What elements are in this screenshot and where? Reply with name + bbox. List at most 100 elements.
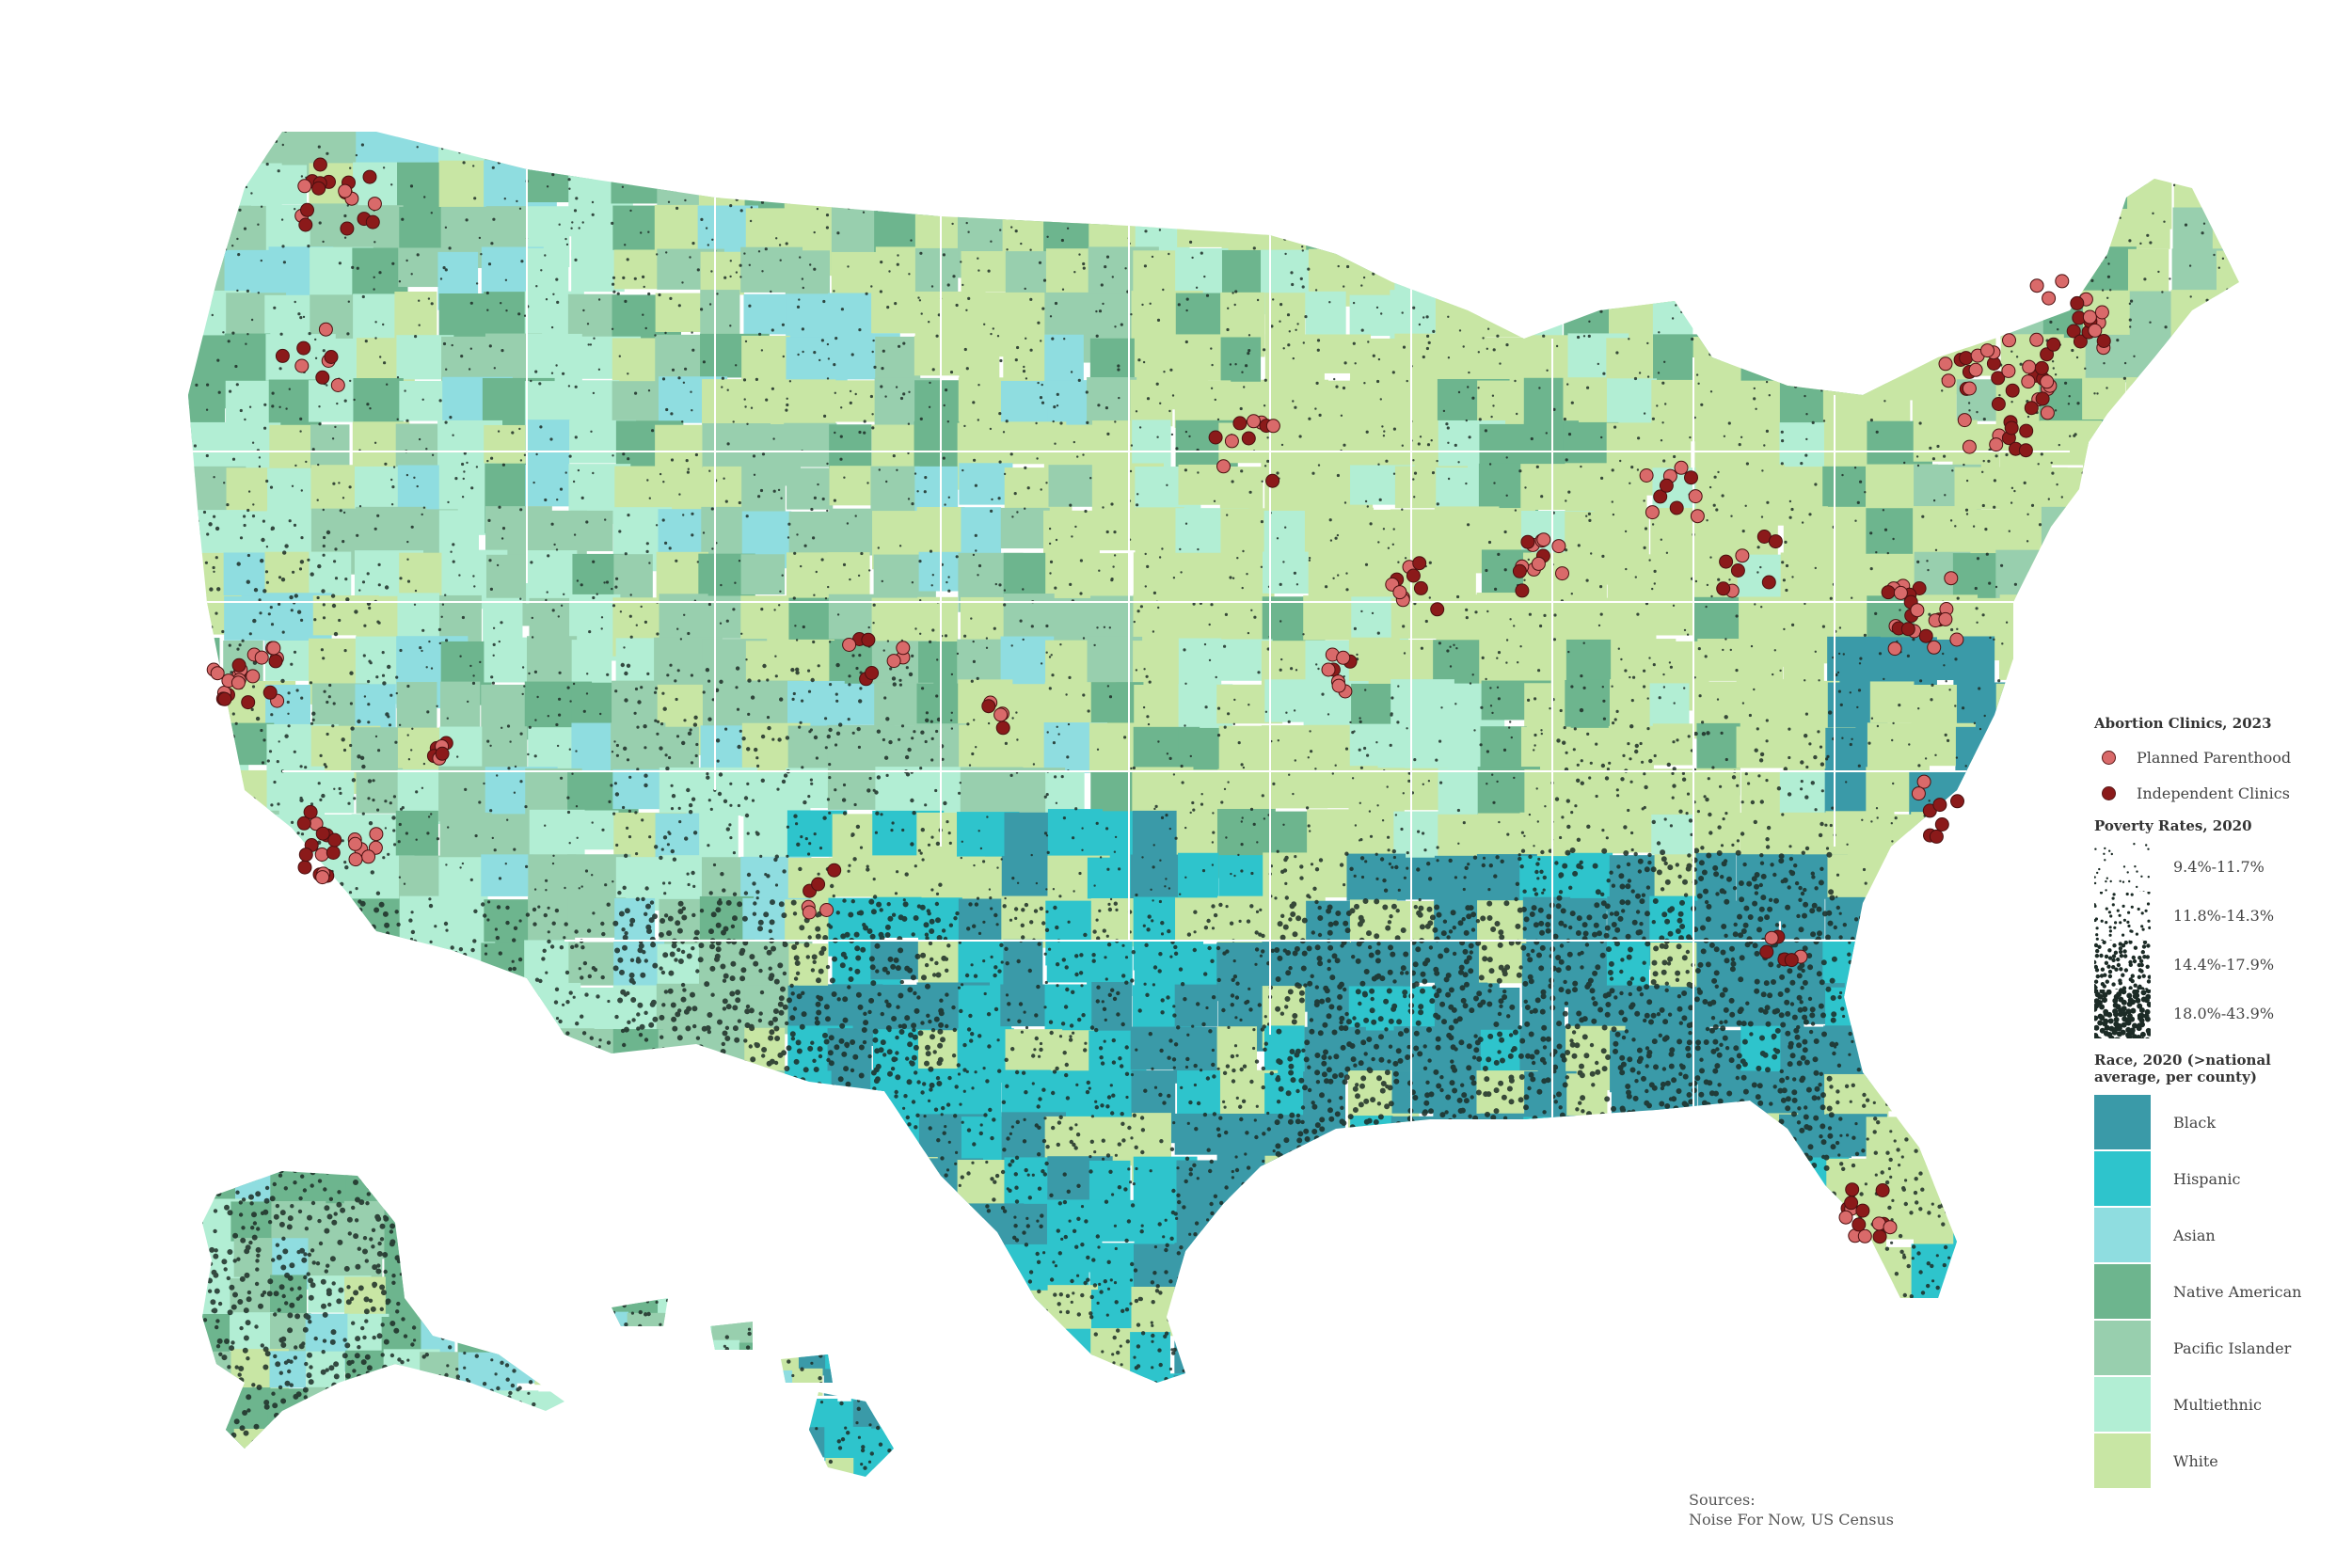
planned-parenthood-marker: [2094, 305, 2109, 320]
independent-clinic-marker: [2019, 423, 2034, 438]
independent-clinic-marker: [2046, 337, 2061, 352]
planned-parenthood-marker: [1893, 585, 1908, 600]
independent-clinic-marker: [827, 863, 842, 878]
planned-parenthood-marker: [2001, 363, 2016, 378]
legend-label: Black: [2173, 1113, 2217, 1132]
planned-parenthood-marker: [2040, 374, 2055, 389]
planned-parenthood-marker: [348, 836, 363, 851]
independent-clinic-marker: [2034, 360, 2049, 375]
legend-item-native-american: Native American: [2094, 1263, 2339, 1320]
independent-clinic-marker: [811, 877, 826, 892]
planned-parenthood-marker: [1216, 459, 1231, 474]
planned-parenthood-marker: [318, 322, 333, 337]
planned-parenthood-marker: [1911, 786, 1926, 801]
planned-parenthood-marker: [1962, 381, 1977, 396]
planned-parenthood-marker: [1887, 641, 1902, 657]
independent-clinic-marker: [981, 699, 996, 714]
planned-parenthood-marker: [993, 707, 1009, 722]
planned-parenthood-marker: [1968, 362, 1983, 377]
independent-clinic-marker: [231, 657, 246, 673]
independent-clinic-marker: [2066, 324, 2081, 339]
planned-parenthood-marker: [2042, 291, 2057, 306]
planned-parenthood-marker: [1735, 548, 1750, 563]
planned-parenthood-marker: [2029, 278, 2044, 293]
planned-parenthood-marker: [2088, 323, 2103, 338]
independent-clinic-marker: [1265, 473, 1280, 488]
poverty-swatch: [2094, 989, 2151, 1038]
planned-parenthood-marker: [1392, 585, 1407, 600]
planned-parenthood-marker: [1224, 434, 1239, 449]
independent-clinic-marker: [1872, 1229, 1887, 1244]
planned-parenthood-marker: [1910, 603, 1925, 618]
independent-clinic-marker: [1684, 470, 1698, 485]
planned-parenthood-marker: [1265, 419, 1280, 434]
planned-parenthood-marker: [1531, 556, 1546, 571]
independent-clinic-marker: [1512, 563, 1527, 578]
independent-clinic-marker: [275, 348, 290, 363]
independent-clinic-marker: [1845, 1182, 1860, 1197]
race-swatch: [2094, 1433, 2151, 1488]
legend-label: Asian: [2173, 1226, 2216, 1244]
independent-clinic-marker: [1515, 583, 1530, 598]
independent-clinic-marker: [340, 221, 355, 236]
race-legend: Race, 2020 (>national average, per count…: [2094, 1052, 2339, 1490]
independent-clinic-marker: [1768, 534, 1783, 549]
legend-label: 9.4%-11.7%: [2173, 858, 2265, 876]
planned-parenthood-marker: [896, 641, 911, 656]
independent-clinic-marker: [2073, 334, 2088, 349]
independent-clinic-marker: [327, 832, 342, 847]
planned-parenthood-marker: [1949, 632, 1964, 647]
legend-item-white: White: [2094, 1433, 2339, 1489]
independent-clinic-marker: [298, 217, 313, 232]
independent-clinic-marker: [1520, 534, 1535, 549]
planned-parenthood-marker: [369, 827, 384, 842]
planned-parenthood-marker: [297, 179, 312, 194]
legend-item-poverty-1: 9.4%-11.7%: [2094, 842, 2339, 892]
planned-parenthood-marker: [1551, 539, 1566, 554]
independent-clinic-marker: [2035, 391, 2050, 406]
independent-clinic-marker: [865, 666, 880, 680]
legend-item-poverty-3: 14.4%-17.9%: [2094, 940, 2339, 990]
independent-clinic-marker: [861, 632, 876, 647]
planned-parenthood-marker: [886, 654, 901, 669]
planned-parenthood-marker: [367, 197, 382, 212]
planned-parenthood-marker: [1688, 489, 1703, 504]
independent-clinic-marker: [362, 169, 377, 184]
legend-item-independent-clinics: Independent Clinics: [2094, 776, 2339, 812]
planned-parenthood-marker: [2022, 359, 2037, 374]
planned-parenthood-marker: [330, 378, 345, 392]
planned-parenthood-marker: [1957, 413, 1972, 428]
independent-clinic-marker: [435, 746, 450, 761]
legend-label: Hispanic: [2173, 1169, 2241, 1188]
planned-parenthood-marker: [1941, 373, 1956, 388]
independent-clinic-marker: [1716, 581, 1731, 596]
independent-clinic-marker: [1406, 568, 1421, 583]
independent-clinic-marker: [312, 157, 327, 172]
independent-clinic-marker: [2004, 420, 2019, 436]
independent-clinic-marker: [315, 370, 330, 385]
race-swatch: [2094, 1095, 2151, 1149]
planned-parenthood-marker: [842, 638, 857, 652]
legend-label: 11.8%-14.3%: [2173, 907, 2275, 925]
planned-parenthood-marker: [2029, 332, 2044, 347]
planned-parenthood-marker: [266, 641, 281, 656]
planned-parenthood-marker: [315, 870, 330, 885]
legend-label: 18.0%-43.9%: [2173, 1005, 2275, 1022]
legend: Abortion Clinics, 2023 Planned Parenthoo…: [2094, 715, 2339, 1489]
independent-clinic-marker: [1669, 500, 1684, 515]
race-swatch: [2094, 1151, 2151, 1206]
planned-parenthood-marker: [2040, 405, 2055, 420]
planned-parenthood-marker: [1838, 1210, 1853, 1225]
legend-label: Native American: [2173, 1282, 2302, 1301]
independent-clinic-marker: [268, 654, 283, 669]
independent-clinic-marker: [1844, 1196, 1859, 1211]
legend-item-black: Black: [2094, 1094, 2339, 1150]
independent-clinic-marker: [995, 721, 1010, 736]
planned-parenthood-marker: [1555, 566, 1569, 581]
planned-parenthood-marker-icon: [2102, 751, 2116, 766]
legend-item-pacific-islander: Pacific Islander: [2094, 1320, 2339, 1376]
planned-parenthood-marker: [1962, 439, 1977, 454]
independent-clinic-marker: [1929, 829, 1944, 844]
legend-item-planned-parenthood: Planned Parenthood: [2094, 740, 2339, 776]
independent-clinic-marker: [324, 350, 339, 364]
